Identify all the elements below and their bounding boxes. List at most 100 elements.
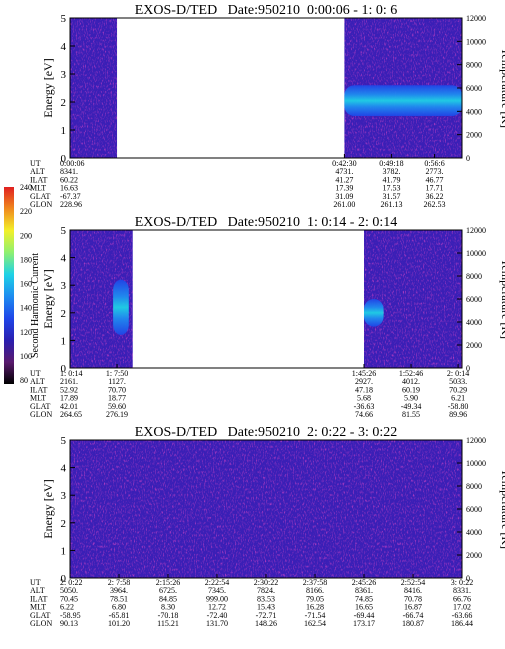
table-row-header: UT [30, 159, 41, 168]
table-row-header: ALT [30, 586, 45, 595]
table-row-header: ALT [30, 377, 45, 386]
table-cell: 2:52:54 [401, 578, 425, 587]
y2-tick-label: 0 [466, 154, 470, 163]
table-cell: 31.57 [382, 192, 400, 201]
table-cell: 8361. [355, 586, 373, 595]
table-cell: 3: 0:22 [451, 578, 473, 587]
table-cell: -67.37 [60, 192, 81, 201]
heatmap-noise [70, 440, 462, 578]
table-cell: 0:42:30 [332, 159, 356, 168]
y2-tick-label: 6000 [466, 505, 482, 514]
colorbar-ticks: 80 100 120 140 160 180 200 220 240 [20, 183, 32, 385]
table-cell: 12.72 [208, 603, 226, 612]
colorbar-tick-label: 160 [20, 280, 32, 289]
table-row-header: GLAT [30, 402, 51, 411]
y2-tick-label: 8000 [466, 61, 482, 70]
table-cell: 262.53 [424, 200, 446, 209]
table-cell: 999.00 [206, 594, 228, 603]
table-cell: 41.27 [335, 175, 353, 184]
y-axis-label: Energy [eV] [41, 58, 55, 117]
table-cell: 83.53 [257, 594, 275, 603]
y-axis-label: Energy [eV] [41, 269, 55, 328]
table-cell: 81.55 [402, 410, 420, 419]
table-row-header: ILAT [30, 594, 47, 603]
table-cell: 17.53 [382, 184, 400, 193]
y2-tick-label: 10000 [466, 459, 486, 468]
table-cell: 16.87 [404, 603, 422, 612]
table-cell: 186.44 [451, 619, 473, 628]
table-row-header: ILAT [30, 385, 47, 394]
colorbar-tick-label: 120 [20, 328, 32, 337]
table-cell: -72.71 [256, 611, 277, 620]
table-cell: 101.20 [108, 619, 130, 628]
table-cell: 6725. [159, 586, 177, 595]
table-cell: 60.22 [60, 175, 78, 184]
table-cell: 78.51 [110, 594, 128, 603]
y2-axis-label: Temperature [K] [499, 259, 505, 339]
y2-tick-label: 10000 [466, 37, 486, 46]
table-cell: 261.00 [333, 200, 355, 209]
panel-title: EXOS-D/TED Date:950210 2: 0:22 - 3: 0:22 [135, 425, 397, 440]
table-row-header: GLON [30, 410, 52, 419]
table-cell: 1: 0:14 [60, 369, 82, 378]
table-cell: 2: 0:22 [60, 578, 82, 587]
table-cell: 60.19 [402, 385, 420, 394]
table-cell: 47.18 [355, 385, 373, 394]
table-cell: 2161. [60, 377, 78, 386]
table-cell: 16.28 [306, 603, 324, 612]
table-cell: 31.09 [335, 192, 353, 201]
table-cell: 173.17 [353, 619, 375, 628]
table-cell: 90.13 [60, 619, 78, 628]
table-row-header: GLON [30, 200, 52, 209]
table-row-header: UT [30, 369, 41, 378]
colorbar-tick-label: 240 [20, 183, 32, 192]
y-tick-label: 1 [61, 125, 67, 137]
y2-tick-label: 4000 [466, 318, 482, 327]
y-tick-label: 0 [61, 363, 67, 375]
y2-tick-label: 2000 [466, 341, 482, 350]
y2-tick-label: 12000 [466, 436, 486, 445]
table-cell: -49.34 [401, 402, 422, 411]
y-tick-label: 5 [61, 435, 67, 447]
table-cell: -65.81 [109, 611, 130, 620]
y2-tick-label: 12000 [466, 226, 486, 235]
panel-title: EXOS-D/TED Date:950210 0:00:06 - 1: 0: 6 [135, 3, 397, 18]
table-cell: -69.44 [354, 611, 375, 620]
table-cell: 46.77 [426, 175, 444, 184]
colorbar-tick-label: 180 [20, 255, 32, 264]
heatmap-feature [364, 299, 384, 327]
y-tick-label: 4 [61, 41, 67, 53]
table-cell: 2: 7:58 [108, 578, 130, 587]
table-cell: 148.26 [255, 619, 277, 628]
table-cell: 2:15:26 [156, 578, 180, 587]
colorbar-label: Second Harmonic Current [30, 253, 41, 358]
table-cell: 70.78 [404, 594, 422, 603]
table-cell: 1:45:26 [352, 369, 376, 378]
table-cell: 2:22:54 [205, 578, 229, 587]
table-cell: 84.85 [159, 594, 177, 603]
table-cell: 264.65 [60, 410, 82, 419]
y2-tick-label: 8000 [466, 272, 482, 281]
colorbar-tick-label: 220 [20, 207, 32, 216]
table-cell: 228.96 [60, 200, 82, 209]
table-cell: 70.70 [108, 385, 126, 394]
table-cell: 8416. [404, 586, 422, 595]
y2-tick-label: 10000 [466, 249, 486, 258]
heatmap-feature [344, 85, 462, 116]
panels: EXOS-D/TED Date:950210 0:00:06 - 1: 0: 6… [30, 3, 505, 628]
table-row-header: MLT [30, 603, 46, 612]
y2-tick-label: 2000 [466, 551, 482, 560]
table-cell: 1:52:46 [399, 369, 423, 378]
table-cell: 0:56:6 [424, 159, 444, 168]
table-row-header: GLAT [30, 192, 51, 201]
y-tick-label: 2 [61, 308, 67, 320]
table-cell: 2:37:58 [303, 578, 327, 587]
y2-tick-label: 0 [466, 574, 470, 583]
table-cell: 3782. [382, 167, 400, 176]
table-cell: 52.92 [60, 385, 78, 394]
y2-tick-label: 4000 [466, 107, 482, 116]
table-cell: 162.54 [304, 619, 326, 628]
y-tick-label: 3 [61, 69, 67, 81]
